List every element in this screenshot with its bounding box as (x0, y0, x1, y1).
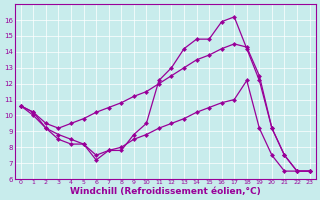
X-axis label: Windchill (Refroidissement éolien,°C): Windchill (Refroidissement éolien,°C) (70, 187, 260, 196)
